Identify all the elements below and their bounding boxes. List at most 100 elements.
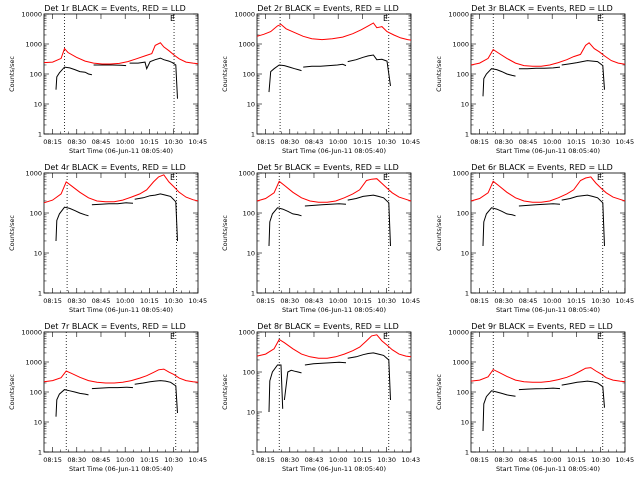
x-tick-label: 08:15	[470, 138, 489, 146]
y-tick-label: 10000	[21, 10, 42, 18]
chart-title: Det 8r BLACK = Events, RED = LLD	[257, 322, 399, 331]
x-tick-label: 08:30	[67, 456, 86, 464]
series-line-events	[91, 386, 134, 390]
x-tick-label: 10:00	[329, 297, 348, 305]
x-axis-label: Start Time (06-Jun-11 08:05:40)	[69, 306, 173, 314]
plot-frame	[256, 331, 412, 453]
y-tick-label: 10000	[21, 328, 42, 336]
chart-title: Det 7r BLACK = Events, RED = LLD	[44, 322, 186, 331]
series-line-events	[55, 206, 89, 242]
plot-frame	[43, 331, 199, 453]
y-tick-label: 1000	[25, 169, 42, 177]
x-tick-label: 10:30	[164, 456, 183, 464]
x-tick-label: 10:15	[140, 138, 159, 146]
y-tick-label: 10000	[234, 10, 255, 18]
series-line-events	[518, 66, 561, 70]
chart-title: Det 9r BLACK = Events, RED = LLD	[471, 322, 613, 331]
x-tick-label: 08:45	[519, 297, 538, 305]
x-tick-label: 10:45	[188, 456, 207, 464]
x-tick-label: 10:30	[377, 456, 396, 464]
y-tick-label: 1	[38, 130, 42, 138]
x-tick-label: 10:45	[401, 297, 420, 305]
marker-glyph: E	[383, 14, 388, 23]
plot-frame	[470, 172, 626, 294]
y-tick-label: 1000	[238, 169, 255, 177]
x-tick-label: 08:15	[256, 138, 275, 146]
y-tick-label: 1000	[25, 358, 42, 366]
x-tick-label: 10:15	[567, 297, 586, 305]
x-tick-label: 10:15	[353, 456, 372, 464]
x-tick-label: 10:45	[615, 297, 634, 305]
chart-title: Det 2r BLACK = Events, RED = LLD	[257, 4, 399, 13]
y-tick-label: 1	[465, 289, 469, 297]
x-tick-label: 08:15	[43, 297, 62, 305]
marker-glyph: E	[170, 14, 175, 23]
marker-glyph: E	[170, 332, 175, 341]
series-line-events	[55, 66, 93, 90]
chart-title: Det 1r BLACK = Events, RED = LLD	[44, 4, 186, 13]
plot-frame	[470, 331, 626, 453]
x-tick-label: 08:43	[305, 297, 324, 305]
series-line-events	[482, 68, 516, 97]
x-tick-label: 08:15	[256, 456, 275, 464]
x-axis-label: Start Time (06-Jun-11 08:05:40)	[282, 465, 386, 473]
x-axis-label: Start Time (06-Jun-11 08:05:40)	[282, 147, 386, 155]
x-tick-label: 10:45	[188, 297, 207, 305]
y-tick-label: 10	[34, 100, 42, 108]
series-line-lld	[256, 334, 412, 359]
y-tick-label: 1	[38, 448, 42, 456]
panel-det-3: 1 10 100 1000 10000 08:15 08:30 08:45 10:00 10:15…	[435, 4, 634, 155]
x-tick-label: 10:15	[140, 456, 159, 464]
x-tick-label: 10:30	[164, 297, 183, 305]
y-tick-label: 1000	[452, 169, 469, 177]
series-line-lld	[470, 42, 626, 67]
x-tick-label: 10:00	[543, 456, 562, 464]
y-tick-label: 10	[34, 249, 42, 257]
y-axis-label: Counts/sec	[8, 56, 16, 92]
series-line-events	[55, 389, 89, 417]
x-tick-label: 10:30	[591, 456, 610, 464]
series-line-events	[347, 194, 391, 247]
y-tick-label: 10	[461, 100, 469, 108]
series-line-events	[518, 203, 561, 207]
x-tick-label: 10:30	[591, 138, 610, 146]
panel-det-7: 1 10 100 1000 10000 08:15 08:30 08:45 10:00 10:15…	[8, 322, 207, 473]
marker-glyph: E	[597, 173, 602, 182]
plot-frame	[43, 172, 199, 294]
y-axis-label: Counts/sec	[8, 215, 16, 251]
y-tick-label: 100	[243, 209, 255, 217]
x-tick-label: 08:15	[43, 138, 62, 146]
series-line-events	[268, 207, 302, 247]
y-tick-label: 100	[243, 70, 255, 78]
panel-det-9: 1 10 100 1000 10000 08:15 08:30 08:45 10:00 10:15…	[435, 322, 634, 473]
panel-det-1: 1 10 100 1000 10000 08:15 08:30 08:45 10:00 10:15…	[8, 4, 207, 155]
plot-frame	[470, 13, 626, 135]
x-tick-label: 08:30	[494, 297, 513, 305]
y-tick-label: 100	[457, 209, 469, 217]
x-tick-label: 10:45	[615, 138, 634, 146]
x-tick-label: 10:43	[401, 456, 420, 464]
plot-frame	[43, 13, 199, 135]
marker-glyph: E	[383, 173, 388, 182]
series-line-events	[304, 203, 347, 207]
y-tick-label: 10000	[448, 328, 469, 336]
series-line-lld	[470, 367, 626, 383]
y-axis-label: Counts/sec	[435, 374, 443, 410]
y-tick-label: 1000	[452, 358, 469, 366]
series-line-lld	[256, 22, 412, 41]
x-axis-label: Start Time (06-Jun-11 08:05:40)	[69, 147, 173, 155]
x-tick-label: 08:45	[519, 138, 538, 146]
series-line-events	[347, 54, 391, 86]
series-line-lld	[43, 42, 199, 65]
y-tick-label: 1000	[238, 328, 255, 336]
x-tick-label: 08:30	[280, 138, 299, 146]
y-axis-label: Counts/sec	[8, 374, 16, 410]
x-tick-label: 10:45	[401, 138, 420, 146]
x-tick-label: 08:30	[494, 456, 513, 464]
x-tick-label: 08:15	[470, 297, 489, 305]
x-tick-label: 10:00	[329, 138, 348, 146]
y-tick-label: 10	[34, 418, 42, 426]
x-tick-label: 10:30	[377, 138, 396, 146]
series-line-events	[304, 361, 347, 366]
